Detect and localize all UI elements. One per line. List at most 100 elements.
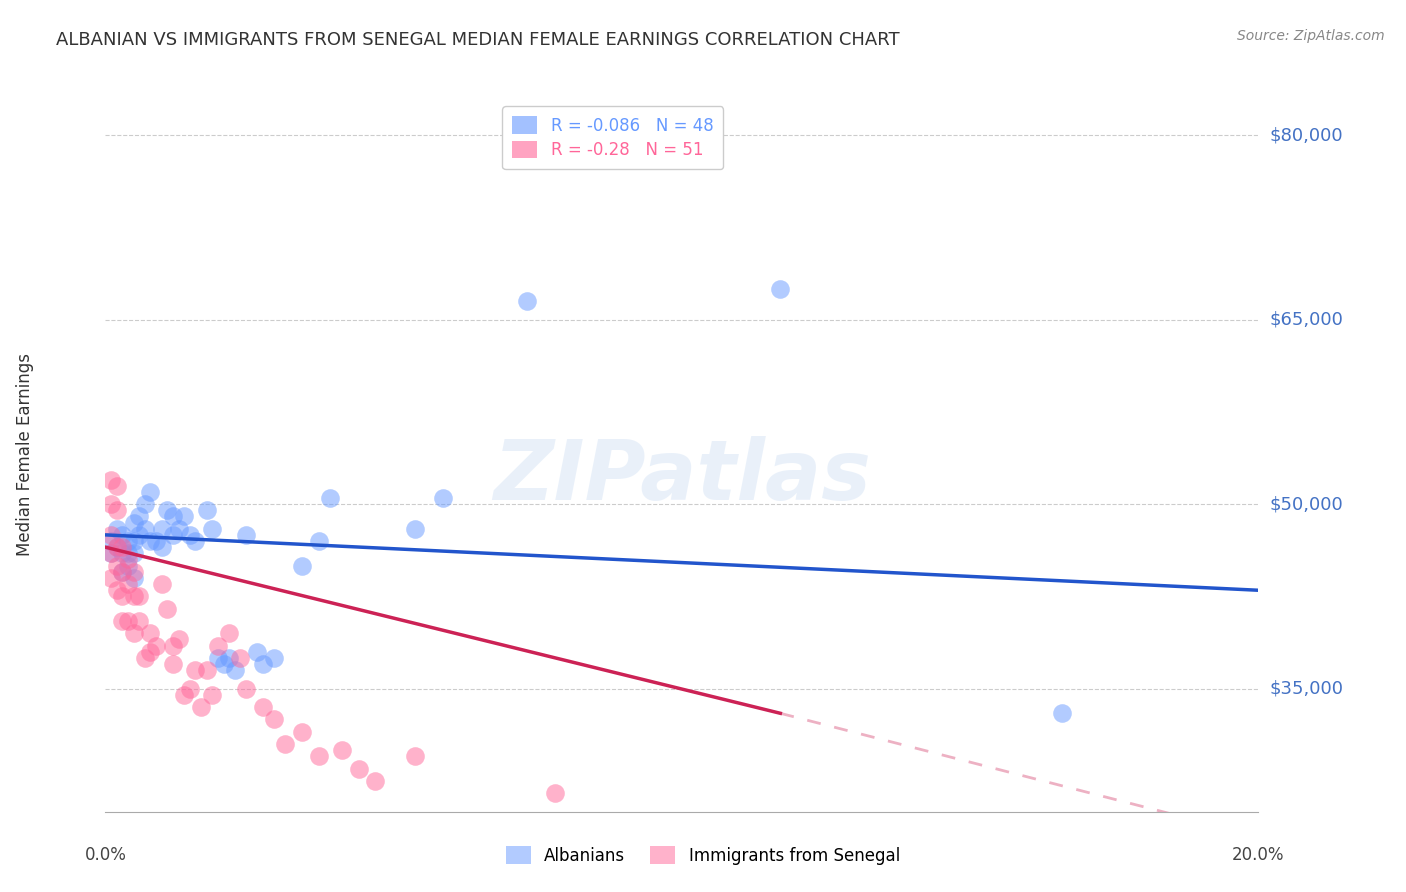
Point: [122, 565, 145, 579]
Point: [184, 663, 207, 677]
Point: [308, 534, 330, 549]
Point: [150, 540, 173, 554]
Point: [117, 614, 139, 628]
Point: [195, 503, 218, 517]
Point: [769, 282, 792, 296]
Point: [218, 626, 240, 640]
Point: [167, 522, 190, 536]
Point: [111, 614, 134, 628]
Point: [111, 528, 134, 542]
Point: [252, 657, 274, 671]
Point: [544, 786, 567, 800]
Point: [111, 565, 134, 579]
Point: [173, 509, 195, 524]
Text: ZIPatlas: ZIPatlas: [494, 436, 870, 516]
Point: [105, 503, 128, 517]
Point: [145, 534, 167, 549]
Point: [100, 546, 122, 560]
Text: 0.0%: 0.0%: [84, 846, 127, 863]
Point: [105, 540, 128, 554]
Point: [139, 484, 162, 499]
Point: [117, 552, 139, 566]
Point: [291, 724, 314, 739]
Point: [122, 571, 145, 585]
Point: [516, 294, 538, 309]
Point: [263, 713, 285, 727]
Point: [162, 528, 184, 542]
Point: [179, 681, 201, 696]
Point: [184, 534, 207, 549]
Point: [150, 577, 173, 591]
Point: [117, 534, 139, 549]
Point: [229, 651, 252, 665]
Point: [100, 546, 122, 560]
Point: [308, 749, 330, 764]
Point: [139, 626, 162, 640]
Point: [235, 681, 257, 696]
Point: [128, 590, 150, 604]
Point: [122, 534, 145, 549]
Text: $35,000: $35,000: [1270, 680, 1344, 698]
Point: [167, 632, 190, 647]
Point: [364, 774, 387, 789]
Point: [122, 626, 145, 640]
Point: [105, 522, 128, 536]
Point: [111, 540, 134, 554]
Point: [117, 558, 139, 573]
Point: [156, 601, 179, 615]
Point: [190, 700, 212, 714]
Point: [156, 503, 179, 517]
Text: $80,000: $80,000: [1270, 126, 1343, 144]
Legend: R = -0.086   N = 48, R = -0.28   N = 51: R = -0.086 N = 48, R = -0.28 N = 51: [502, 106, 723, 169]
Point: [201, 522, 224, 536]
Text: Median Female Earnings: Median Female Earnings: [17, 353, 34, 557]
Point: [105, 583, 128, 598]
Point: [207, 639, 229, 653]
Point: [100, 571, 122, 585]
Point: [162, 639, 184, 653]
Point: [252, 700, 274, 714]
Point: [201, 688, 224, 702]
Point: [128, 509, 150, 524]
Point: [162, 509, 184, 524]
Point: [195, 663, 218, 677]
Point: [105, 558, 128, 573]
Text: $65,000: $65,000: [1270, 310, 1344, 328]
Point: [139, 645, 162, 659]
Point: [404, 749, 426, 764]
Point: [105, 540, 128, 554]
Point: [224, 663, 246, 677]
Point: [117, 546, 139, 560]
Point: [100, 497, 122, 511]
Text: 20.0%: 20.0%: [1232, 846, 1285, 863]
Point: [347, 762, 370, 776]
Point: [263, 651, 285, 665]
Point: [117, 577, 139, 591]
Point: [173, 688, 195, 702]
Point: [100, 534, 122, 549]
Legend: Albanians, Immigrants from Senegal: Albanians, Immigrants from Senegal: [498, 838, 908, 873]
Point: [105, 478, 128, 492]
Text: ALBANIAN VS IMMIGRANTS FROM SENEGAL MEDIAN FEMALE EARNINGS CORRELATION CHART: ALBANIAN VS IMMIGRANTS FROM SENEGAL MEDI…: [56, 31, 900, 49]
Point: [432, 491, 454, 505]
Point: [122, 546, 145, 560]
Point: [150, 522, 173, 536]
Point: [218, 651, 240, 665]
Text: $50,000: $50,000: [1270, 495, 1343, 513]
Point: [134, 651, 156, 665]
Point: [207, 651, 229, 665]
Point: [134, 522, 156, 536]
Point: [111, 590, 134, 604]
Point: [134, 497, 156, 511]
Point: [274, 737, 297, 751]
Point: [145, 639, 167, 653]
Point: [235, 528, 257, 542]
Point: [1050, 706, 1073, 721]
Point: [100, 528, 122, 542]
Text: Source: ZipAtlas.com: Source: ZipAtlas.com: [1237, 29, 1385, 43]
Point: [212, 657, 235, 671]
Point: [404, 522, 426, 536]
Point: [139, 534, 162, 549]
Point: [162, 657, 184, 671]
Point: [128, 614, 150, 628]
